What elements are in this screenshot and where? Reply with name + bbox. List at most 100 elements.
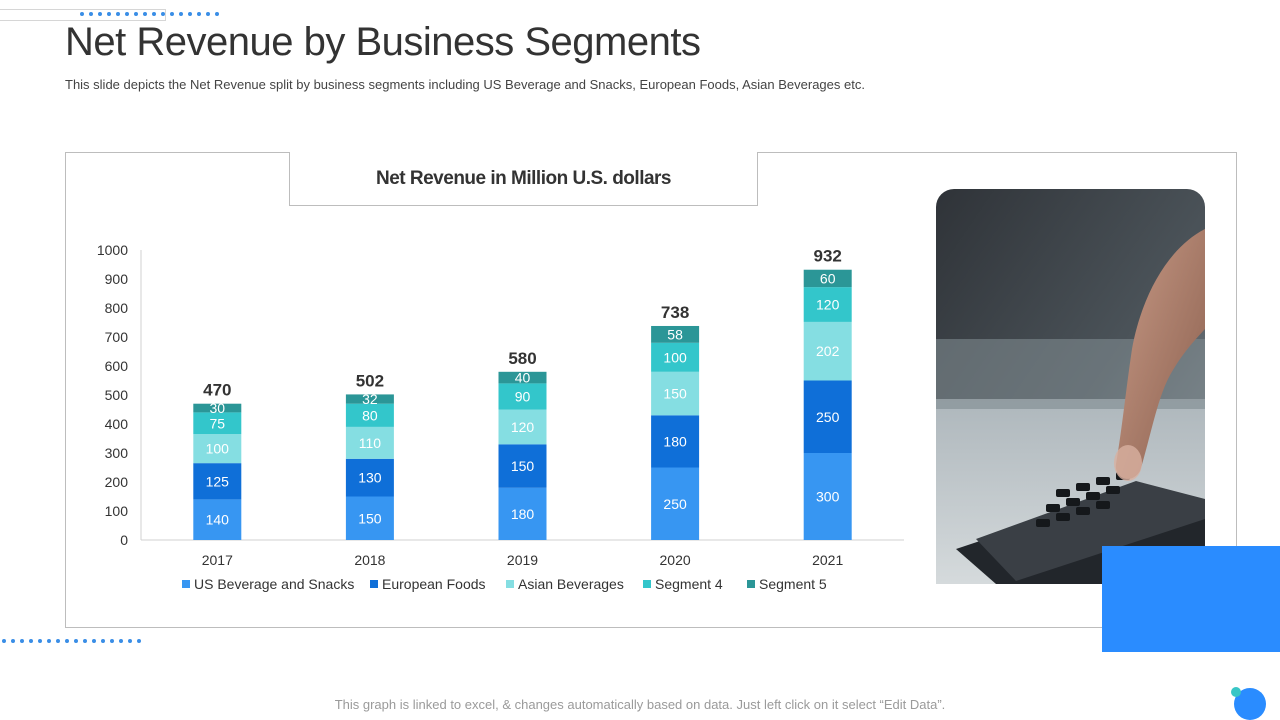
decor-dot [47,639,51,643]
bar-segment [193,412,242,435]
blue-accent-block [1102,546,1280,652]
total-label: 502 [356,371,384,390]
chart-title: Net Revenue in Million U.S. dollars [289,152,758,206]
y-tick-label: 1000 [97,242,128,258]
bar-segment [345,426,394,459]
bar-segment [651,342,700,372]
bar-segment [193,463,242,500]
bar-segment [193,499,242,540]
bar-segment [498,409,547,445]
decor-dot [56,639,60,643]
y-tick-label: 900 [105,271,129,287]
bar-segment [498,444,547,488]
bar-segment [498,383,547,410]
decor-dot [92,639,96,643]
data-label: 250 [663,496,687,512]
data-label: 90 [515,388,531,404]
legend-label: Segment 4 [655,576,723,592]
legend-swatch [370,580,378,588]
total-label: 580 [508,349,536,368]
bar-segment [345,403,394,427]
y-tick-label: 100 [105,503,129,519]
data-label: 30 [210,400,226,416]
data-label: 150 [358,510,382,526]
stacked-bar-chart[interactable]: 0 100 200 300 400 500 600 700 800 900 1000 140 125 10… [66,230,916,610]
bar-segment [803,380,852,453]
data-label: 250 [816,409,840,425]
decor-dot [197,12,201,16]
y-tick-label: 200 [105,474,129,490]
bar-segment [803,453,852,540]
bar-segment [803,287,852,322]
bar-segment [498,371,547,384]
decor-dot [74,639,78,643]
decor-dot [152,12,156,16]
data-label: 58 [667,326,683,342]
decor-dot [11,639,15,643]
data-label: 180 [663,433,687,449]
data-label: 100 [206,441,230,457]
decor-dot [110,639,114,643]
decor-dot [128,639,132,643]
decor-dot [125,12,129,16]
bar-segment [345,496,394,540]
y-tick-label: 700 [105,329,129,345]
data-label: 125 [206,473,230,489]
top-dot-row [80,12,219,16]
x-tick-label: 2021 [812,552,843,568]
bottom-dot-row [2,639,141,643]
data-label: 40 [515,370,531,386]
data-label: 130 [358,470,382,486]
y-tick-label: 400 [105,416,129,432]
data-label: 202 [816,343,840,359]
decor-dot [89,12,93,16]
data-label: 80 [362,407,378,423]
data-label: 75 [210,415,226,431]
legend-swatch [506,580,514,588]
y-tick-label: 500 [105,387,129,403]
y-tick-label: 0 [120,532,128,548]
x-tick-label: 2020 [660,552,691,568]
decor-dot [65,639,69,643]
bar-segment [498,487,547,540]
bar-segment [193,434,242,464]
decor-dot [116,12,120,16]
calculator-hand-photo [936,189,1205,584]
x-tick-label: 2017 [202,552,233,568]
bar-segment [345,458,394,497]
decor-dot [143,12,147,16]
legend-label: Segment 5 [759,576,827,592]
decor-dot [38,639,42,643]
decor-dot [134,12,138,16]
decor-dot [170,12,174,16]
data-label: 32 [362,391,378,407]
bar-segment [803,269,852,288]
total-label: 932 [814,247,842,266]
decor-dot [29,639,33,643]
data-label: 120 [816,297,840,313]
decor-dot [137,639,141,643]
data-label: 150 [511,458,535,474]
y-tick-label: 800 [105,300,129,316]
legend-swatch [643,580,651,588]
bar-segment [651,325,700,343]
bar-segment [651,415,700,468]
data-label: 120 [511,419,535,435]
legend-swatch [747,580,755,588]
decor-dot [80,12,84,16]
y-tick-label: 600 [105,358,129,374]
legend-swatch [182,580,190,588]
decor-dot [107,12,111,16]
legend-label: European Foods [382,576,486,592]
decor-dot [119,639,123,643]
corner-dot-small [1231,687,1241,697]
bar-segment [345,394,394,404]
footer-note: This graph is linked to excel, & changes… [334,697,946,712]
data-label: 140 [206,512,230,528]
x-tick-label: 2018 [354,552,385,568]
top-decor-line [0,9,166,21]
data-label: 300 [816,489,840,505]
data-label: 60 [820,270,836,286]
decor-dot [98,12,102,16]
data-label: 180 [511,506,535,522]
